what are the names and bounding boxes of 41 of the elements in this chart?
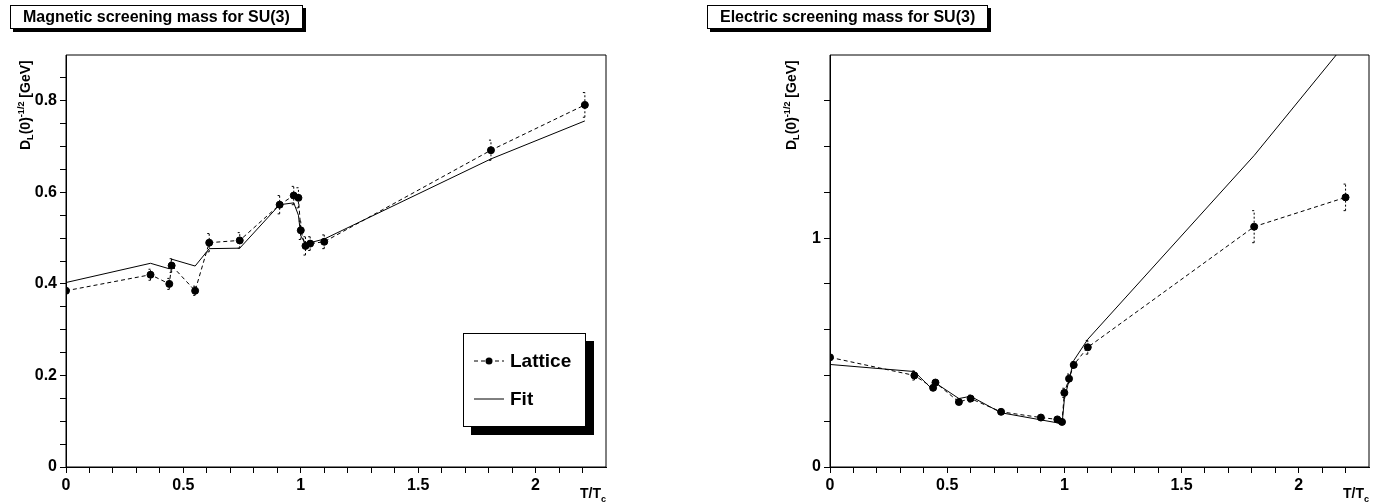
- chart-title: Magnetic screening mass for SU(3): [10, 5, 303, 29]
- point: [580, 100, 589, 109]
- x-axis-title: T/T$_{c}$: [1343, 485, 1370, 502]
- x-tick-label: 2: [1294, 476, 1304, 494]
- point: [1341, 193, 1350, 202]
- x-tick-label: 2: [531, 476, 541, 494]
- point: [296, 226, 305, 235]
- legend-label: Lattice: [510, 350, 572, 372]
- point: [1060, 388, 1069, 397]
- y-tick-label: 0: [48, 457, 58, 475]
- y-tick-label: 0.8: [34, 91, 58, 109]
- point: [294, 193, 303, 202]
- point: [205, 238, 214, 247]
- x-tick-label: 1.5: [1170, 476, 1193, 494]
- point: [997, 407, 1006, 416]
- point: [1250, 222, 1259, 231]
- x-tick-label: 0.5: [936, 476, 959, 494]
- x-tick-label: 0: [61, 476, 71, 494]
- point: [235, 236, 244, 245]
- point: [931, 378, 940, 387]
- legend-label: Fit: [510, 388, 534, 410]
- x-tick-label: 1: [1059, 476, 1069, 494]
- x-tick-label: 0: [825, 476, 835, 494]
- point: [191, 286, 200, 295]
- chart-title: Electric screening mass for SU(3): [707, 5, 989, 29]
- point: [910, 371, 919, 380]
- x-axis-title: T/T$_{c}$: [580, 485, 607, 502]
- point: [1065, 374, 1074, 383]
- point: [146, 270, 155, 279]
- point: [275, 200, 284, 209]
- point: [165, 279, 174, 288]
- point: [1083, 343, 1092, 352]
- x-tick-label: 1: [296, 476, 306, 494]
- x-tick-label: 0.5: [172, 476, 195, 494]
- point: [320, 237, 329, 246]
- point: [486, 146, 495, 155]
- y-tick-label: 0.6: [34, 182, 58, 200]
- y-tick-label: 0.2: [34, 365, 58, 383]
- y-tick-label: 0.4: [34, 274, 58, 292]
- x-tick-label: 1.5: [407, 476, 430, 494]
- point: [306, 239, 315, 248]
